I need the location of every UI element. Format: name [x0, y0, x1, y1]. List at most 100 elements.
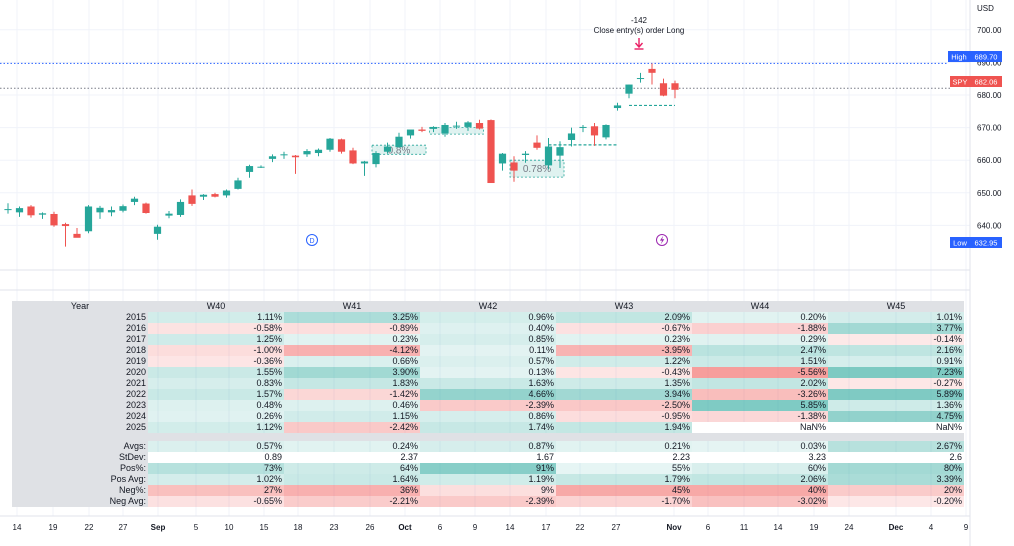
candle — [222, 189, 231, 198]
candle-body — [61, 224, 70, 227]
table-cell: -2.21% — [284, 496, 420, 507]
stats-row: Pos Avg: 1.02% 1.64% 1.19% 1.79% 2.06% 3.39% — [12, 474, 964, 485]
candle — [107, 206, 116, 217]
table-cell: 0.21% — [556, 441, 692, 452]
x-tick-label: 10 — [225, 523, 234, 532]
seasonality-table: Year W40 W41 W42 W43 W44 W45 2015 1.11% 3.25% 0.9… — [12, 301, 964, 507]
table-cell: -2.39% — [420, 400, 556, 411]
table-cell: 3.77% — [828, 323, 964, 334]
candle — [360, 160, 369, 176]
candle — [84, 205, 93, 234]
candle — [199, 194, 208, 200]
svg-text:SPY: SPY — [952, 78, 967, 87]
candle-body — [211, 194, 219, 197]
table-row: 2020 1.55% 3.90% 0.13% -0.43% -5.56% 7.23% — [12, 367, 964, 378]
table-cell: 1.35% — [556, 378, 692, 389]
candle-body — [602, 124, 610, 138]
row-label: 2017 — [12, 334, 148, 345]
candle-body — [50, 213, 58, 226]
candle — [176, 199, 185, 217]
table-cell: 1.25% — [148, 334, 284, 345]
x-tick-label: Dec — [889, 523, 904, 532]
dividend-marker[interactable]: D — [306, 234, 318, 246]
x-tick-label: 19 — [49, 523, 58, 532]
candle-body — [176, 201, 185, 215]
x-tick-label: 11 — [740, 523, 749, 532]
trade-box — [429, 127, 484, 135]
row-label: StDev: — [12, 452, 148, 463]
column-header-week: W43 — [556, 301, 692, 312]
table-cell: -0.14% — [828, 334, 964, 345]
table-cell: -3.26% — [692, 389, 828, 400]
candle — [268, 154, 277, 163]
y-tick-label: 680.00 — [977, 91, 1002, 100]
column-header-week: W45 — [828, 301, 964, 312]
table-cell: 2.6 — [828, 452, 964, 463]
table-row: 2017 1.25% 0.23% 0.85% 0.23% 0.29% -0.14% — [12, 334, 964, 345]
table-cell: 0.23% — [284, 334, 420, 345]
close-arrow-icon[interactable] — [634, 38, 644, 50]
candle — [4, 203, 12, 214]
table-cell: 1.01% — [828, 312, 964, 323]
row-label: 2023 — [12, 400, 148, 411]
x-tick-label: 26 — [366, 523, 375, 532]
candle — [533, 135, 541, 150]
candle — [452, 121, 461, 129]
table-cell: 3.23 — [692, 452, 828, 463]
table-cell: -3.02% — [692, 496, 828, 507]
trade-box-label: 0.78% — [523, 164, 551, 175]
trade-value-label: -142 — [631, 16, 648, 25]
lightning-icon[interactable] — [656, 234, 668, 246]
row-label: 2020 — [12, 367, 148, 378]
y-tick-label: 650.00 — [977, 189, 1002, 198]
row-label: 2024 — [12, 411, 148, 422]
table-cell: 0.40% — [420, 323, 556, 334]
price-axis[interactable]: 700.00 690.00 680.00 670.00 660.00 650.00 640.… — [977, 26, 1002, 231]
candle-body — [27, 206, 35, 216]
candle-body — [360, 161, 369, 164]
candle — [383, 142, 392, 154]
candle-body — [4, 209, 12, 211]
row-label: 2016 — [12, 323, 148, 334]
candle — [521, 151, 530, 163]
overlay-layer: 0.78% 0.8% — [0, 62, 950, 178]
x-tick-label: Oct — [398, 523, 412, 532]
table-cell: 1.02% — [148, 474, 284, 485]
x-tick-label: 19 — [810, 523, 819, 532]
column-header-week: W42 — [420, 301, 556, 312]
svg-text:689.70: 689.70 — [975, 53, 998, 62]
candle-body — [199, 194, 208, 197]
table-row: 2024 0.26% 1.15% 0.86% -0.95% -1.38% 4.75% — [12, 411, 964, 422]
stats-row: Pos%: 73% 64% 91% 55% 60% 80% — [12, 463, 964, 474]
separator-cell — [148, 433, 284, 441]
candle-body — [648, 68, 656, 73]
x-tick-label: Sep — [151, 523, 166, 532]
low-price-tag: Low 632.95 — [950, 237, 1002, 248]
table-cell: 0.86% — [420, 411, 556, 422]
candle — [188, 189, 196, 206]
candle-body — [73, 233, 81, 238]
candle-body — [188, 195, 196, 204]
y-tick-label: 690.00 — [977, 58, 1002, 67]
table-cell: 9% — [420, 485, 556, 496]
table-cell: -0.65% — [148, 496, 284, 507]
candle-body — [533, 142, 541, 148]
table-cell: 7.23% — [828, 367, 964, 378]
x-tick-label: 27 — [119, 523, 128, 532]
table-cell: 5.85% — [692, 400, 828, 411]
candle-body — [521, 153, 530, 155]
separator-cell — [12, 433, 148, 441]
row-label: Pos%: — [12, 463, 148, 474]
svg-text:Low: Low — [953, 239, 967, 248]
candle — [544, 138, 553, 170]
table-cell: -1.00% — [148, 345, 284, 356]
x-tick-label: 15 — [260, 523, 269, 532]
candle — [280, 151, 288, 159]
time-axis[interactable]: 14 19 22 27 Sep 5 10 15 18 23 26 Oct 6 9 14 17 22 27 Nov 6 1… — [13, 523, 969, 532]
x-tick-label: 23 — [330, 523, 339, 532]
candle-body — [245, 166, 254, 172]
table-body: 2015 1.11% 3.25% 0.96% 2.09% 0.20% 1.01% 2016 -0… — [12, 312, 964, 507]
candle — [625, 84, 633, 99]
row-label: Neg Avg: — [12, 496, 148, 507]
